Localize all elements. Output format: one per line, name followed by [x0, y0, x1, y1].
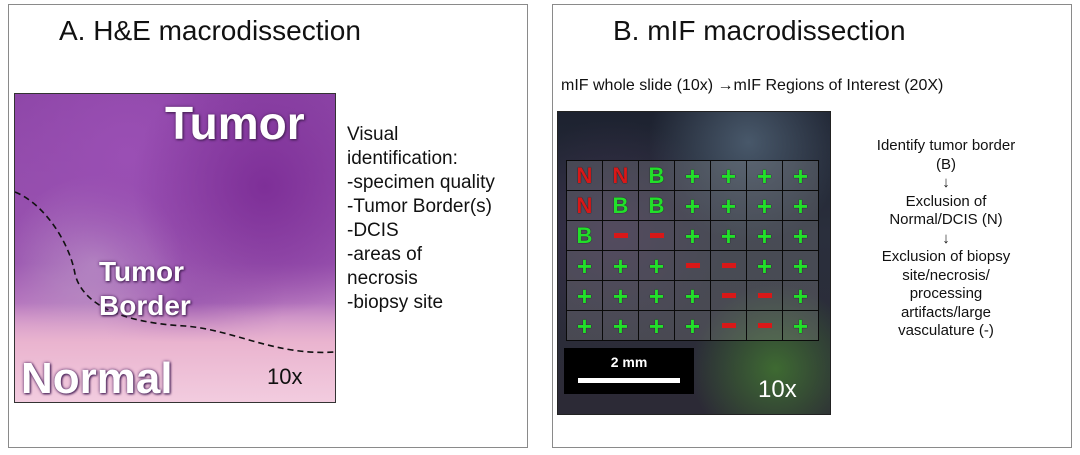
- minus-icon: [685, 263, 700, 268]
- roi-cell-include: +: [675, 191, 711, 221]
- roi-cell-exclude: [747, 281, 783, 311]
- roi-cell-normal: N: [567, 191, 603, 221]
- down-arrow-icon: ↓: [942, 229, 950, 247]
- scale-bar-label: 2 mm: [610, 354, 648, 370]
- mif-workflow-notes: Identify tumor border (B) ↓ Exclusion of…: [835, 137, 1057, 341]
- roi-cell-exclude: [639, 221, 675, 251]
- mif-note-line: Normal/DCIS (N): [889, 211, 1003, 228]
- normal-tissue-zone: [15, 303, 335, 402]
- he-note-line: -Tumor Border(s): [347, 196, 492, 217]
- panel-mif-macrodissection: B. mIF macrodissection mIF whole slide (…: [552, 4, 1072, 448]
- roi-cell-include: +: [783, 311, 819, 341]
- tumor-border-label-line1: Tumor: [99, 256, 185, 287]
- roi-cell-include: +: [747, 161, 783, 191]
- mif-note-line: artifacts/large: [900, 303, 992, 321]
- roi-cell-exclude: [711, 251, 747, 281]
- he-note-line: -biopsy site: [347, 292, 444, 313]
- tumor-label: Tumor: [165, 97, 305, 149]
- he-note-line: Visual: [347, 124, 399, 145]
- he-identification-notes: Visual identification: -specimen quality…: [347, 123, 495, 315]
- roi-cell-normal: N: [567, 161, 603, 191]
- roi-cell-include: +: [567, 251, 603, 281]
- minus-icon: [757, 323, 772, 328]
- mif-note-line: site/necrosis/: [902, 266, 990, 284]
- roi-cell-include: +: [675, 221, 711, 251]
- roi-cell-include: +: [747, 251, 783, 281]
- mif-magnification-label: 10x: [758, 376, 797, 403]
- roi-cell-include: +: [783, 161, 819, 191]
- mif-note-line: (B): [936, 155, 956, 173]
- roi-grid: N N B + + + + N B B + + + + B + + + + + + + + + + + + + + + + + + +: [566, 160, 819, 341]
- minus-icon: [721, 293, 736, 298]
- roi-cell-normal: N: [603, 161, 639, 191]
- mif-note-line: Exclusion of biopsy: [881, 248, 1011, 265]
- roi-cell-exclude: [711, 311, 747, 341]
- roi-cell-exclude: [747, 311, 783, 341]
- roi-cell-include: +: [567, 311, 603, 341]
- roi-cell-include: +: [567, 281, 603, 311]
- roi-cell-include: +: [783, 221, 819, 251]
- roi-cell-border: B: [603, 191, 639, 221]
- roi-cell-include: +: [639, 311, 675, 341]
- roi-cell-border: B: [567, 221, 603, 251]
- mif-note-line: Exclusion of: [905, 192, 987, 210]
- tumor-border-label-line2: Border: [99, 290, 191, 321]
- roi-cell-include: +: [639, 281, 675, 311]
- roi-cell-include: +: [675, 161, 711, 191]
- he-magnification-label: 10x: [267, 364, 303, 389]
- roi-cell-include: +: [639, 251, 675, 281]
- roi-cell-border: B: [639, 161, 675, 191]
- roi-cell-include: +: [783, 191, 819, 221]
- roi-cell-include: +: [783, 251, 819, 281]
- roi-cell-include: +: [603, 281, 639, 311]
- roi-cell-include: +: [675, 281, 711, 311]
- scale-bar-box: 2 mm: [564, 348, 694, 394]
- scale-bar: [578, 378, 680, 383]
- roi-cell-include: +: [711, 221, 747, 251]
- he-stain-image: Tumor Tumor Border Normal 10x: [14, 93, 336, 403]
- mif-note-line: vasculature (-): [898, 322, 994, 339]
- minus-icon: [649, 233, 664, 238]
- mif-subtitle: mIF whole slide (10x) →mIF Regions of In…: [561, 77, 944, 94]
- minus-icon: [613, 233, 628, 238]
- mif-whole-slide-image: N N B + + + + N B B + + + + B + + + + + + + + + + + + + + + + + + + 2 mm …: [557, 111, 831, 415]
- tumor-border-line: [15, 191, 335, 354]
- minus-icon: [721, 263, 736, 268]
- he-note-line: identification:: [347, 148, 458, 169]
- roi-cell-include: +: [783, 281, 819, 311]
- down-arrow-icon: ↓: [942, 174, 950, 191]
- normal-label: Normal: [21, 354, 173, 403]
- roi-cell-exclude: [675, 251, 711, 281]
- minus-icon: [721, 323, 736, 328]
- he-note-line: -specimen quality: [347, 172, 495, 193]
- roi-cell-border: B: [639, 191, 675, 221]
- he-note-line: necrosis: [347, 268, 418, 289]
- roi-cell-include: +: [711, 191, 747, 221]
- roi-cell-exclude: [711, 281, 747, 311]
- roi-cell-exclude: [603, 221, 639, 251]
- roi-cell-include: +: [675, 311, 711, 341]
- panel-he-macrodissection: A. H&E macrodissection Tumor Tumor Borde…: [8, 4, 528, 448]
- mif-note-line: processing: [909, 285, 983, 302]
- he-note-line: -areas of: [347, 244, 422, 265]
- he-note-line: -DCIS: [347, 220, 399, 241]
- panel-b-title: B. mIF macrodissection: [613, 15, 906, 46]
- mif-note-line: Identify tumor border: [876, 137, 1016, 154]
- roi-cell-include: +: [603, 311, 639, 341]
- roi-cell-include: +: [747, 191, 783, 221]
- roi-cell-include: +: [711, 161, 747, 191]
- roi-cell-include: +: [747, 221, 783, 251]
- minus-icon: [757, 293, 772, 298]
- panel-a-title: A. H&E macrodissection: [59, 15, 361, 46]
- roi-cell-include: +: [603, 251, 639, 281]
